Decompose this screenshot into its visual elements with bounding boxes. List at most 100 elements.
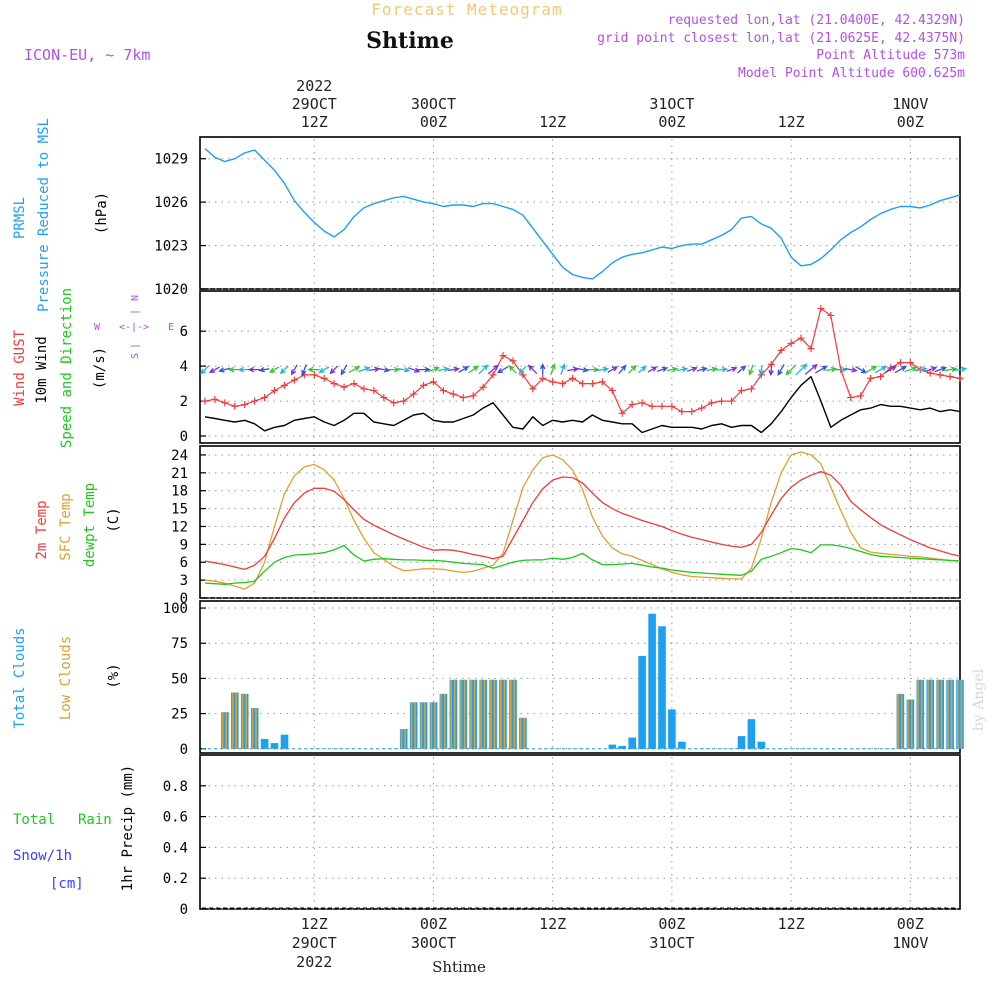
low-cloud-bar-20-1 — [404, 729, 406, 749]
wind-arrow-41 — [607, 366, 619, 373]
low-cloud-bar-76-1 — [960, 679, 963, 749]
wind-arrow-34 — [540, 362, 546, 375]
low-cloud-bar-74-1 — [940, 679, 943, 749]
gust-point-35 — [549, 378, 557, 386]
wind-arrow-27 — [468, 365, 480, 374]
gust-point-44 — [638, 399, 646, 407]
total-cloud-bar-73 — [926, 679, 934, 749]
wind-arrow-67 — [864, 365, 878, 374]
total-cloud-bar-8 — [280, 734, 289, 749]
gust-point-13 — [330, 380, 338, 388]
gust-point-70 — [896, 359, 904, 367]
total-cloud-bar-6 — [260, 738, 269, 749]
wind-arrow-54 — [737, 365, 747, 374]
bottom-tick-label-1-0: 00Z — [420, 915, 447, 933]
low-cloud-bar-5-0 — [251, 708, 254, 749]
low-cloud-bar-30-0 — [500, 679, 502, 749]
cloud-unit-label: (%) — [106, 663, 122, 688]
wind-arrow-56 — [758, 364, 764, 376]
gust-point-61 — [807, 345, 815, 353]
gust-point-51 — [708, 399, 716, 407]
watermark: by Angel — [971, 668, 987, 731]
total-cloud-bar-41 — [608, 744, 617, 749]
compass-ew-line: <-|-> — [119, 322, 149, 333]
low-clouds-label: Low Clouds — [58, 636, 74, 720]
gust-point-71 — [906, 359, 914, 367]
low-cloud-bar-74-0 — [937, 679, 939, 749]
bottom-tick-label-5-0: 00Z — [897, 915, 924, 933]
wind-arrow-9 — [290, 364, 298, 376]
wind-arrow-51 — [706, 366, 719, 373]
total-cloud-bar-3 — [231, 692, 239, 749]
low-cloud-bar-24-1 — [444, 693, 446, 749]
gust-point-31 — [509, 357, 517, 365]
wind-arrow-74 — [934, 366, 948, 373]
wind-arrow-59 — [785, 364, 797, 376]
gust-point-49 — [688, 408, 696, 416]
gust-point-54 — [737, 387, 745, 395]
wind-arrow-50 — [696, 366, 708, 373]
wind-arrow-19 — [388, 366, 401, 373]
wind-arrow-61 — [804, 363, 818, 375]
gust-point-4 — [241, 401, 249, 409]
total-cloud-bar-44 — [638, 655, 646, 749]
prmsl-unit-label: (hPa) — [94, 192, 110, 234]
gust-point-34 — [539, 374, 547, 382]
total-cloud-bar-28 — [479, 679, 487, 749]
ytick-label-temp-3: 9 — [180, 537, 188, 553]
low-cloud-bar-24-0 — [440, 693, 442, 749]
total-cloud-bar-46 — [658, 626, 666, 749]
total-cloud-bar-75 — [946, 679, 954, 749]
wind-arrow-31 — [508, 365, 517, 374]
wind-arrow-42 — [618, 364, 627, 375]
precip-panel-labels: Total Rain Snow/1h [cm] 1hr Precip (mm) — [13, 765, 136, 892]
gust-point-30 — [499, 352, 507, 360]
total-cloud-bar-27 — [469, 679, 477, 749]
wind-arrow-73 — [924, 366, 938, 373]
wind-arrow-0 — [199, 365, 210, 375]
ytick-label-temp-8: 24 — [171, 448, 188, 464]
total-cloud-bar-56 — [757, 741, 766, 749]
wind-compass: N | <-|-> W E | S — [94, 295, 174, 359]
wind-arrow-14 — [340, 364, 348, 376]
low-cloud-bar-23-0 — [430, 702, 433, 749]
low-cloud-bar-32-0 — [519, 717, 522, 749]
low-cloud-bar-70-0 — [897, 693, 899, 749]
gust-point-39 — [588, 380, 596, 388]
gust-point-11 — [310, 371, 318, 379]
total-cloud-bar-45 — [648, 613, 656, 749]
low-cloud-bar-29-1 — [493, 679, 496, 749]
ytick-label-pressure-1: 1023 — [154, 239, 188, 255]
ytick-label-temp-0: 0 — [180, 591, 188, 607]
wind-arrow-70 — [894, 365, 908, 374]
wind-arrow-5 — [247, 366, 260, 373]
wind-arrow-2 — [218, 367, 231, 373]
bottom-tick-label-5-1: 1NOV — [892, 934, 928, 952]
wind-gust-label: Wind GUST — [12, 330, 28, 406]
low-cloud-bar-4-0 — [241, 693, 244, 749]
wind-arrow-1 — [208, 366, 221, 374]
top-tick-label-0-2: 12Z — [301, 113, 328, 131]
gust-point-0 — [201, 397, 209, 405]
wind-arrow-57 — [768, 364, 774, 377]
wind-arrow-40 — [596, 366, 610, 373]
wind-arrow-44 — [638, 365, 647, 374]
bottom-tick-label-3-1: 31OCT — [649, 934, 694, 952]
wind-arrow-36 — [560, 363, 566, 375]
total-cloud-bar-2 — [221, 712, 229, 749]
ytick-label-temp-2: 6 — [180, 555, 188, 571]
wind-arrow-43 — [628, 364, 637, 374]
total-cloud-bar-21 — [409, 702, 418, 749]
gust-point-65 — [847, 394, 855, 402]
snow-label: Snow/1h — [13, 848, 72, 864]
cloud-panel-frame — [199, 600, 961, 754]
total-cloud-bar-23 — [429, 702, 438, 749]
gust-point-68 — [877, 373, 885, 381]
wind-arrow-13 — [329, 365, 339, 375]
gust-point-55 — [747, 385, 755, 393]
low-cloud-bar-27-0 — [470, 679, 472, 749]
low-cloud-bar-28-0 — [480, 679, 482, 749]
gust-point-45 — [648, 402, 656, 410]
wind-gust-line — [204, 307, 961, 414]
